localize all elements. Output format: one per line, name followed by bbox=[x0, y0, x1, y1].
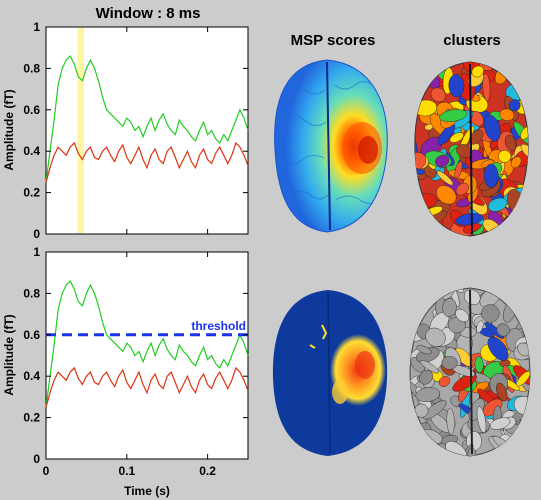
cortex-cluster-patch bbox=[504, 134, 517, 151]
cortex-cluster-patch bbox=[422, 400, 447, 420]
cortex-cluster-patch bbox=[483, 163, 499, 188]
cortex-cluster-patch bbox=[438, 376, 451, 387]
cortex-cluster-patch bbox=[414, 168, 426, 176]
cortex-cluster-patch bbox=[483, 114, 501, 142]
msp-scores-brain-bottom bbox=[272, 290, 388, 456]
bottom-series-line-2 bbox=[45, 366, 249, 408]
cortex-cluster-patch bbox=[441, 355, 458, 370]
threshold-label: threshold bbox=[191, 319, 246, 333]
cortex-cluster-patch bbox=[489, 417, 511, 430]
bottom-x-tick-label: 0 bbox=[43, 464, 50, 478]
bottom-y-tick-label: 0.8 bbox=[23, 286, 40, 300]
cortex-cluster-patch bbox=[510, 156, 522, 169]
cortex-cluster-patch bbox=[448, 74, 465, 98]
bottom-series-line-1 bbox=[45, 279, 249, 408]
top-y-tick-label: 0.2 bbox=[23, 186, 40, 200]
bottom-x-ticks: 0 0.1 0.2 bbox=[43, 252, 216, 478]
cortex-cluster-patch bbox=[476, 320, 484, 334]
top-plot-area bbox=[45, 26, 249, 235]
cortex-cluster-patch bbox=[449, 132, 464, 143]
cortex-cluster-patch bbox=[415, 387, 441, 402]
bottom-plot: threshold 0 0.2 0.4 0.6 0.8 1 0 0.1 0.2 Amplitu… bbox=[2, 245, 249, 498]
bottom-y-tick-label: 0.4 bbox=[23, 369, 40, 383]
cortex-cluster-patch bbox=[482, 73, 491, 102]
cortex-cluster-patch bbox=[496, 323, 510, 337]
top-y-tick-label: 0 bbox=[33, 227, 40, 241]
top-x-ticks bbox=[45, 27, 209, 234]
cortex-cluster-patch bbox=[496, 382, 508, 402]
x-axis-label: Time (s) bbox=[124, 484, 170, 498]
clusters-title: clusters bbox=[443, 32, 501, 49]
cortex-cluster-patch bbox=[508, 99, 521, 112]
bottom-y-tick-label: 1 bbox=[33, 245, 40, 259]
cortex-cluster-patch bbox=[425, 327, 446, 347]
cortex-cluster-patch bbox=[516, 371, 530, 387]
top-series-line-2 bbox=[45, 141, 249, 183]
cortex-cluster-patch bbox=[487, 336, 509, 361]
top-chart-title: Window : 8 ms bbox=[96, 5, 201, 22]
cortex-cluster-patch bbox=[476, 406, 487, 433]
cortex-cluster-patch bbox=[436, 185, 457, 205]
bottom-x-tick-label: 0.1 bbox=[118, 464, 135, 478]
analysis-window-highlight bbox=[77, 28, 84, 233]
cortex-cluster-patch bbox=[499, 108, 515, 121]
cortex-cluster-patch bbox=[498, 150, 512, 163]
bottom-y-axis-label: Amplitude (fT) bbox=[2, 314, 16, 395]
cortex-cluster-patch bbox=[454, 160, 463, 179]
cortex-cluster-patch bbox=[436, 170, 454, 186]
clusters-brain-bottom bbox=[409, 287, 531, 457]
bottom-series-group bbox=[45, 279, 249, 408]
cortex-cluster-patch bbox=[439, 109, 468, 122]
bottom-y-ticks: 0 0.2 0.4 0.6 0.8 1 bbox=[23, 245, 248, 466]
top-y-tick-label: 0.4 bbox=[23, 144, 40, 158]
cortex-cluster-patch bbox=[481, 304, 500, 323]
cortex-cluster-patch bbox=[437, 123, 456, 146]
cortex-cluster-patch bbox=[474, 356, 484, 373]
top-y-axis-label: Amplitude (fT) bbox=[2, 89, 16, 170]
top-y-tick-label: 0.8 bbox=[23, 61, 40, 75]
msp-scores-brain-top bbox=[274, 59, 388, 233]
cortex-cluster-patch bbox=[471, 65, 484, 78]
top-y-ticks: 0 0.2 0.4 0.6 0.8 1 bbox=[23, 20, 248, 241]
cortex-cluster-patch bbox=[520, 143, 529, 161]
bottom-y-tick-label: 0 bbox=[33, 452, 40, 466]
cortex-cluster-patch bbox=[446, 407, 455, 435]
bottom-plot-area bbox=[45, 251, 249, 460]
cortex-cluster-patch bbox=[416, 345, 432, 355]
cortex-cluster-patch bbox=[420, 360, 439, 374]
cortex-cluster-patch bbox=[435, 155, 450, 167]
bottom-y-tick-label: 0.6 bbox=[23, 328, 40, 342]
top-series-group bbox=[45, 54, 249, 183]
cortex-cluster-patch bbox=[430, 87, 446, 103]
top-y-tick-label: 1 bbox=[33, 20, 40, 34]
top-plot: 0 0.2 0.4 0.6 0.8 1 Amplitude (fT) bbox=[2, 20, 249, 241]
cortex-cluster-patch bbox=[455, 308, 470, 323]
cortex-cluster-patch bbox=[463, 289, 481, 305]
bottom-y-tick-label: 0.2 bbox=[23, 411, 40, 425]
cortex-cluster-patch bbox=[455, 182, 469, 196]
top-y-tick-label: 0.6 bbox=[23, 103, 40, 117]
cortex-cluster-patch bbox=[455, 213, 484, 226]
top-series-line-1 bbox=[45, 54, 249, 183]
clusters-brain-top bbox=[414, 61, 529, 237]
cortex-cluster-patch bbox=[488, 197, 508, 212]
msp-scores-title: MSP scores bbox=[291, 32, 376, 49]
cortex-cluster-patch bbox=[442, 298, 457, 317]
bottom-x-tick-label: 0.2 bbox=[199, 464, 216, 478]
